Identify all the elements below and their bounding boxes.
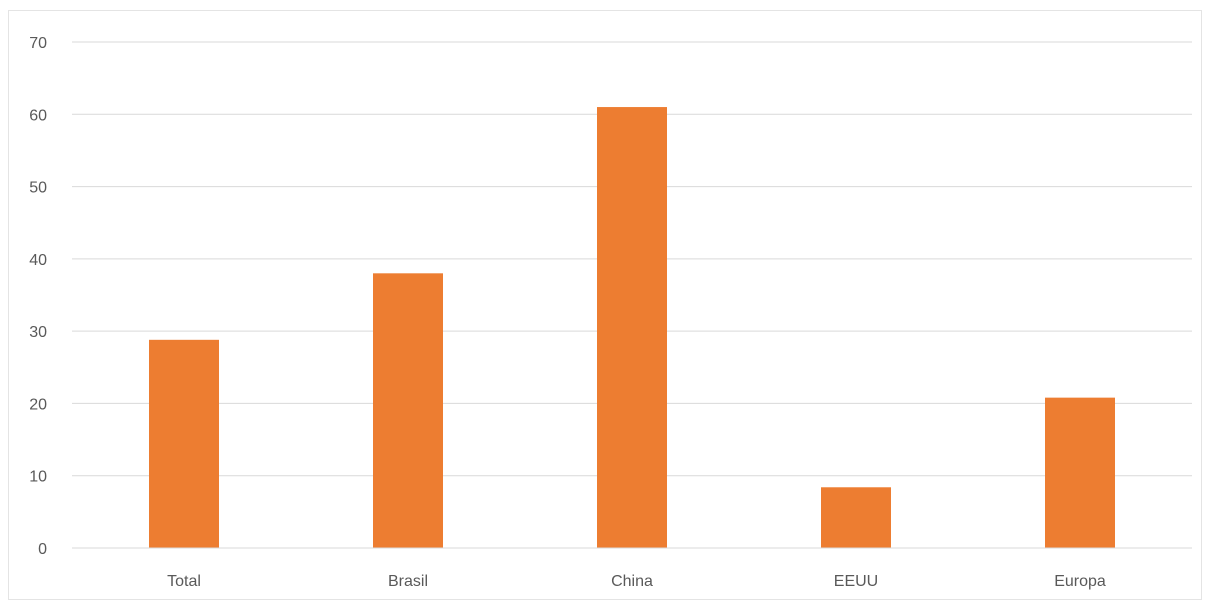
y-tick-label: 50 bbox=[29, 180, 47, 197]
y-tick-label: 30 bbox=[29, 324, 47, 341]
bar-eeuu bbox=[821, 487, 891, 548]
x-axis: Total Brasil China EEUU Europa bbox=[72, 547, 1192, 590]
y-tick-label: 60 bbox=[29, 107, 47, 124]
y-axis: 0 10 20 30 40 50 60 70 bbox=[29, 35, 47, 558]
bar-china bbox=[597, 107, 667, 549]
bar-total bbox=[149, 339, 219, 548]
x-tick-label: EEUU bbox=[834, 573, 878, 590]
y-tick-label: 10 bbox=[29, 469, 47, 486]
bar-europa bbox=[1045, 397, 1115, 548]
y-tick-label: 0 bbox=[38, 541, 47, 558]
y-tick-label: 40 bbox=[29, 252, 47, 269]
y-tick-label: 20 bbox=[29, 396, 47, 413]
x-tick-label: Brasil bbox=[388, 573, 428, 590]
bars bbox=[149, 107, 1115, 549]
y-tick-label: 70 bbox=[29, 35, 47, 52]
x-tick-label: China bbox=[611, 573, 653, 590]
x-tick-label: Total bbox=[167, 573, 201, 590]
bar-brasil bbox=[373, 273, 443, 548]
x-tick-label: Europa bbox=[1054, 573, 1106, 590]
